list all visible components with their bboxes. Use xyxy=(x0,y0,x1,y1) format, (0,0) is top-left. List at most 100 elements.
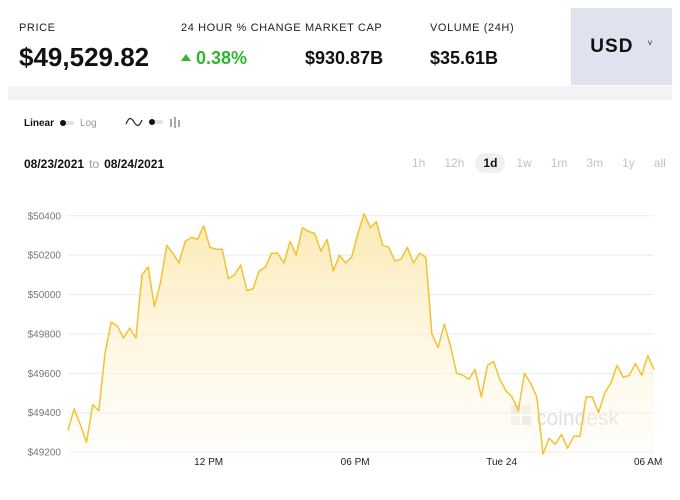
data-point[interactable] xyxy=(276,251,280,255)
data-point[interactable] xyxy=(387,245,391,249)
scale-linear-option[interactable]: Linear xyxy=(24,117,55,129)
data-point[interactable] xyxy=(159,281,163,285)
data-point[interactable] xyxy=(97,409,101,413)
data-point[interactable] xyxy=(473,367,477,371)
data-point[interactable] xyxy=(196,237,200,241)
data-point[interactable] xyxy=(325,237,329,241)
data-point[interactable] xyxy=(399,257,403,261)
data-point[interactable] xyxy=(486,363,490,367)
data-point[interactable] xyxy=(492,360,496,364)
data-point[interactable] xyxy=(621,375,625,379)
data-point[interactable] xyxy=(344,261,348,265)
data-point[interactable] xyxy=(288,239,292,243)
data-point[interactable] xyxy=(566,446,570,450)
data-point[interactable] xyxy=(634,362,638,366)
data-point[interactable] xyxy=(652,367,656,371)
data-point[interactable] xyxy=(368,226,372,230)
data-point[interactable] xyxy=(430,332,434,336)
range-option-1w[interactable]: 1w xyxy=(516,156,532,170)
data-point[interactable] xyxy=(467,377,471,381)
chart-type-toggle[interactable] xyxy=(125,114,181,130)
data-point[interactable] xyxy=(152,304,156,308)
data-point[interactable] xyxy=(461,373,465,377)
data-point[interactable] xyxy=(270,251,274,255)
data-point[interactable] xyxy=(541,452,545,456)
data-point[interactable] xyxy=(78,423,82,427)
data-point[interactable] xyxy=(615,363,619,367)
data-point[interactable] xyxy=(307,230,311,234)
data-point[interactable] xyxy=(263,265,267,269)
data-point[interactable] xyxy=(584,395,588,399)
data-point[interactable] xyxy=(183,239,187,243)
scale-toggle-switch[interactable] xyxy=(60,120,75,126)
data-point[interactable] xyxy=(202,224,206,228)
data-point[interactable] xyxy=(590,395,594,399)
scale-toggle[interactable]: Linear Log xyxy=(24,115,97,131)
data-point[interactable] xyxy=(405,245,409,249)
data-point[interactable] xyxy=(535,395,539,399)
data-point[interactable] xyxy=(381,243,385,247)
data-point[interactable] xyxy=(313,232,317,236)
data-point[interactable] xyxy=(560,432,564,436)
data-point[interactable] xyxy=(331,269,335,273)
data-point[interactable] xyxy=(609,381,613,385)
data-point[interactable] xyxy=(146,265,150,269)
data-point[interactable] xyxy=(128,326,132,330)
date-from[interactable]: 08/23/2021 xyxy=(24,157,85,171)
data-point[interactable] xyxy=(436,346,440,350)
currency-select[interactable]: USD ˅ xyxy=(571,8,672,85)
candlestick-icon[interactable] xyxy=(169,116,181,129)
data-point[interactable] xyxy=(72,407,76,411)
data-point[interactable] xyxy=(294,253,298,257)
data-point[interactable] xyxy=(479,395,483,399)
price-line[interactable] xyxy=(67,213,655,455)
data-point[interactable] xyxy=(165,243,169,247)
data-point[interactable] xyxy=(393,259,397,263)
data-point[interactable] xyxy=(498,377,502,381)
data-point[interactable] xyxy=(66,428,70,432)
data-point[interactable] xyxy=(350,255,354,259)
data-point[interactable] xyxy=(597,411,601,415)
data-point[interactable] xyxy=(122,336,126,340)
data-point[interactable] xyxy=(103,352,107,356)
data-point[interactable] xyxy=(374,220,378,224)
data-point[interactable] xyxy=(91,403,95,407)
data-point[interactable] xyxy=(424,255,428,259)
range-option-1d[interactable]: 1d xyxy=(475,153,506,173)
data-point[interactable] xyxy=(300,226,304,230)
data-point[interactable] xyxy=(448,344,452,348)
range-option-1y[interactable]: 1y xyxy=(622,156,635,170)
data-point[interactable] xyxy=(208,245,212,249)
data-point[interactable] xyxy=(547,436,551,440)
data-point[interactable] xyxy=(171,251,175,255)
data-point[interactable] xyxy=(214,247,218,251)
data-point[interactable] xyxy=(251,287,255,291)
range-option-all[interactable]: all xyxy=(653,156,666,170)
data-point[interactable] xyxy=(523,371,527,375)
scale-log-option[interactable]: Log xyxy=(80,117,97,129)
range-option-1m[interactable]: 1m xyxy=(550,156,568,170)
data-point[interactable] xyxy=(646,354,650,358)
data-point[interactable] xyxy=(529,381,533,385)
data-point[interactable] xyxy=(319,249,323,253)
data-point[interactable] xyxy=(245,289,249,293)
data-point[interactable] xyxy=(362,212,366,216)
data-point[interactable] xyxy=(115,324,119,328)
data-point[interactable] xyxy=(226,277,230,281)
data-point[interactable] xyxy=(578,434,582,438)
date-range[interactable]: 08/23/2021 to 08/24/2021 xyxy=(24,157,164,171)
data-point[interactable] xyxy=(455,371,459,375)
data-point[interactable] xyxy=(411,261,415,265)
range-option-1h[interactable]: 1h xyxy=(412,156,426,170)
data-point[interactable] xyxy=(510,395,514,399)
data-point[interactable] xyxy=(177,261,181,265)
data-point[interactable] xyxy=(603,391,607,395)
data-point[interactable] xyxy=(337,253,341,257)
line-chart-icon[interactable] xyxy=(125,116,143,128)
data-point[interactable] xyxy=(134,336,138,340)
data-point[interactable] xyxy=(85,440,89,444)
data-point[interactable] xyxy=(418,251,422,255)
data-point[interactable] xyxy=(257,269,261,273)
data-point[interactable] xyxy=(220,247,224,251)
